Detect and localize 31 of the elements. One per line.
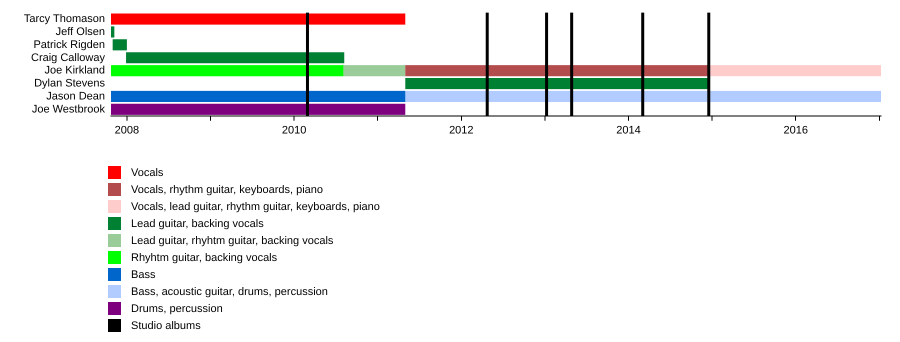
y-tick-label: Patrick Rigden — [33, 38, 105, 51]
y-tick-label: Craig Calloway — [31, 52, 106, 64]
legend-label: Vocals, lead guitar, rhythm guitar, keyboards, piano — [131, 200, 380, 212]
legend-label: Studio albums — [131, 320, 201, 332]
bar — [111, 14, 406, 25]
bar — [111, 90, 406, 102]
legend-label: Bass — [131, 268, 156, 280]
y-tick-label: Jason Dean — [46, 90, 105, 102]
bar — [111, 65, 344, 76]
x-tick-label: 2010 — [282, 124, 306, 136]
x-tick-label: 2012 — [449, 124, 474, 136]
legend-label: Drums, percussion — [131, 302, 223, 314]
bar — [710, 65, 881, 76]
x-tick-label: 2016 — [783, 124, 808, 136]
x-tick-label: 2008 — [114, 124, 140, 136]
y-tick-label: Joe Westbrook — [32, 103, 106, 116]
bar — [343, 65, 406, 76]
legend-label: Lead guitar, rhyhtm guitar, backing vocals — [131, 234, 334, 246]
bar — [111, 26, 114, 38]
legend-label: Vocals — [131, 166, 164, 178]
y-tick-label: Dylan Stevens — [34, 78, 106, 90]
y-tick-label: Joe Kirkland — [44, 64, 105, 77]
y-tick-label: Tarcy Thomason — [24, 13, 105, 26]
legend-label: Rhyhtm guitar, backing vocals — [131, 252, 278, 264]
bar — [111, 104, 406, 115]
legend-label: Vocals, rhythm guitar, keyboards, piano — [131, 184, 323, 196]
y-tick-label: Jeff Olsen — [56, 26, 105, 38]
legend-label: Lead guitar, backing vocals — [131, 218, 264, 230]
bar — [405, 90, 881, 102]
legend-label: Bass, acoustic guitar, drums, percussion — [131, 286, 328, 298]
x-tick-label: 2014 — [616, 124, 641, 136]
